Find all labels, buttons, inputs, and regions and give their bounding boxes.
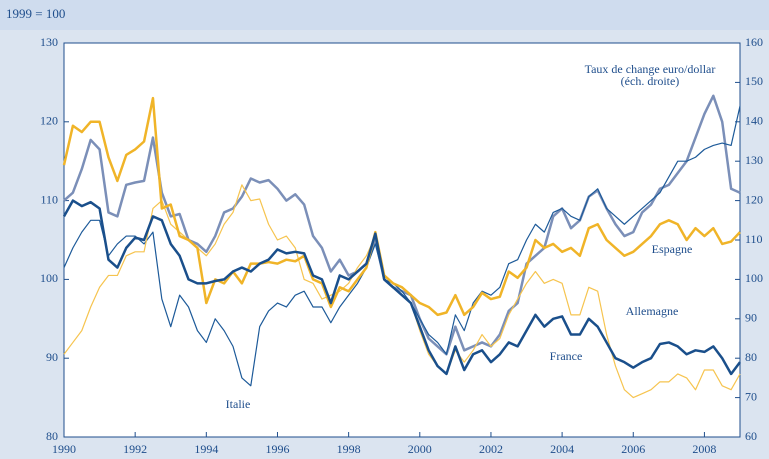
- y-tick-label: 120: [40, 114, 58, 128]
- x-tick-label: 2004: [550, 442, 574, 456]
- series-label: Espagne: [652, 242, 693, 256]
- y2-tick-label: 70: [745, 389, 757, 403]
- x-tick-label: 1990: [52, 442, 76, 456]
- y-unit-label: 1999 = 100: [6, 6, 65, 21]
- y2-tick-label: 60: [745, 429, 757, 443]
- x-tick-label: 1996: [265, 442, 289, 456]
- plot-area: [63, 42, 741, 438]
- x-tick-label: 2000: [408, 442, 432, 456]
- x-tick-label: 2006: [621, 442, 645, 456]
- y-tick-label: 90: [46, 350, 58, 364]
- series-line: [62, 199, 741, 376]
- y-tick-label: 80: [46, 429, 58, 443]
- x-tick-label: 2002: [479, 442, 503, 456]
- y-tick-label: 100: [40, 271, 58, 285]
- series-label: Taux de change euro/dollar: [585, 62, 716, 76]
- y2-tick-label: 150: [745, 74, 763, 88]
- header-band: [0, 0, 769, 30]
- y2-tick-label: 140: [745, 114, 763, 128]
- y2-tick-label: 110: [745, 232, 763, 246]
- y2-tick-label: 130: [745, 153, 763, 167]
- series-line: [62, 96, 741, 317]
- x-tick-label: 1998: [337, 442, 361, 456]
- y2-tick-label: 100: [745, 271, 763, 285]
- x-tick-label: 2008: [692, 442, 716, 456]
- series-label: Allemagne: [626, 304, 679, 318]
- y-tick-label: 110: [40, 192, 58, 206]
- series-line: [63, 105, 741, 387]
- y2-tick-label: 80: [745, 350, 757, 364]
- series-label: France: [550, 349, 583, 363]
- series-label: Italie: [226, 397, 251, 411]
- y2-tick-label: 90: [745, 311, 757, 325]
- y2-tick-label: 160: [745, 35, 763, 49]
- x-tick-label: 1992: [123, 442, 147, 456]
- series-note: (éch. droite): [621, 74, 680, 88]
- x-tick-label: 1994: [194, 442, 218, 456]
- y-tick-label: 130: [40, 35, 58, 49]
- y2-tick-label: 120: [745, 192, 763, 206]
